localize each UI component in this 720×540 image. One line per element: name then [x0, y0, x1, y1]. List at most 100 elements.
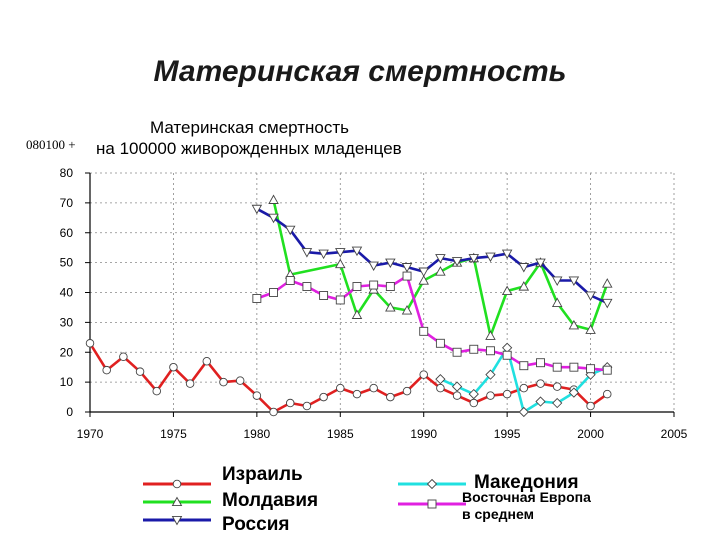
data-point [335, 258, 346, 269]
data-point [319, 392, 328, 402]
data-point [351, 246, 363, 257]
data-point [418, 275, 429, 285]
data-point [485, 330, 496, 340]
data-point [601, 298, 613, 309]
data-point [501, 285, 513, 296]
data-point [568, 276, 580, 286]
data-point [352, 282, 362, 291]
data-point [402, 386, 412, 396]
data-point [268, 213, 279, 224]
series-1 [268, 194, 613, 340]
data-point [402, 271, 412, 281]
legend-label: Молдавия [222, 490, 318, 511]
x-tick-label: 1990 [410, 427, 437, 441]
data-point [486, 391, 495, 400]
data-point [568, 387, 580, 398]
data-point [569, 362, 579, 372]
slide-title: Материнская смертность [153, 55, 567, 88]
legend-label: Восточная Европа [462, 489, 591, 505]
x-tick-label: 2005 [661, 427, 688, 441]
legend-item-1: Молдавия [143, 490, 318, 511]
data-point [451, 257, 463, 267]
data-point [435, 254, 446, 264]
data-point [385, 302, 396, 312]
grid [90, 172, 675, 412]
data-point [419, 326, 429, 336]
data-point [202, 356, 212, 366]
data-point [418, 267, 429, 278]
data-point [601, 278, 613, 288]
data-point [519, 383, 529, 393]
data-point [535, 396, 546, 407]
data-point [369, 280, 379, 290]
y-tick-label: 40 [60, 286, 74, 300]
data-point [452, 347, 462, 357]
data-point [135, 367, 145, 376]
data-point [452, 391, 462, 400]
data-point [486, 346, 495, 356]
data-point [285, 276, 295, 285]
data-point [536, 379, 545, 388]
legend-item-0: Израиль [143, 464, 303, 489]
x-tick-label: 1995 [494, 427, 521, 441]
data-point [401, 263, 413, 273]
data-point [586, 364, 596, 374]
data-point [485, 369, 496, 380]
chart-subtitle: на 100000 живорожденных младенцев [96, 139, 402, 158]
data-point [435, 266, 446, 276]
y-tick-label: 10 [60, 375, 74, 389]
data-point [385, 258, 396, 269]
data-point [369, 383, 378, 393]
data-point [319, 291, 329, 300]
series-line [88, 342, 609, 414]
y-tick-label: 20 [60, 345, 74, 359]
data-point [185, 379, 195, 388]
data-point [568, 319, 580, 330]
data-point [552, 382, 562, 391]
y-tick-label: 0 [66, 405, 73, 419]
series-line [439, 346, 608, 414]
data-point [235, 376, 245, 385]
legend-label: Македония [474, 472, 579, 493]
axes: 0 10 20 30 40 50 60 70 80 1970 1975 1980 1985 1990 199… [60, 166, 688, 441]
data-point [169, 362, 178, 372]
chart-title: Материнская смертность [150, 118, 350, 137]
legend-label: в среднем [462, 506, 534, 522]
data-point [501, 249, 513, 260]
legend-marker [171, 515, 183, 526]
series-line [256, 207, 608, 305]
data-point [269, 288, 278, 297]
data-point [385, 282, 395, 291]
data-point [586, 401, 595, 411]
series-group [85, 194, 613, 418]
data-point [485, 252, 496, 263]
data-point [284, 225, 296, 236]
series-3 [435, 342, 613, 418]
data-point [368, 261, 379, 272]
legend-marker [171, 496, 183, 507]
data-point [536, 358, 545, 368]
data-point [551, 276, 563, 286]
data-point [435, 374, 446, 385]
data-point [419, 370, 428, 379]
data-point [551, 297, 563, 308]
data-point [603, 389, 612, 399]
data-point [518, 406, 529, 418]
data-point [302, 401, 312, 411]
data-point [318, 249, 329, 260]
series-line [256, 274, 608, 372]
data-point [519, 361, 529, 371]
series-2 [251, 204, 613, 309]
data-point [502, 350, 512, 360]
data-point [468, 254, 480, 264]
data-point [469, 398, 479, 408]
x-tick-label: 1970 [77, 427, 104, 441]
x-tick-label: 1980 [244, 427, 271, 441]
x-tick-label: 1975 [160, 427, 187, 441]
y-tick-label: 70 [60, 196, 74, 210]
data-point [269, 407, 278, 417]
data-point [301, 248, 313, 258]
legend: Израиль Молдавия Россия МакедонияВосточная … [143, 464, 591, 535]
data-point [436, 383, 445, 393]
data-point [285, 398, 295, 408]
